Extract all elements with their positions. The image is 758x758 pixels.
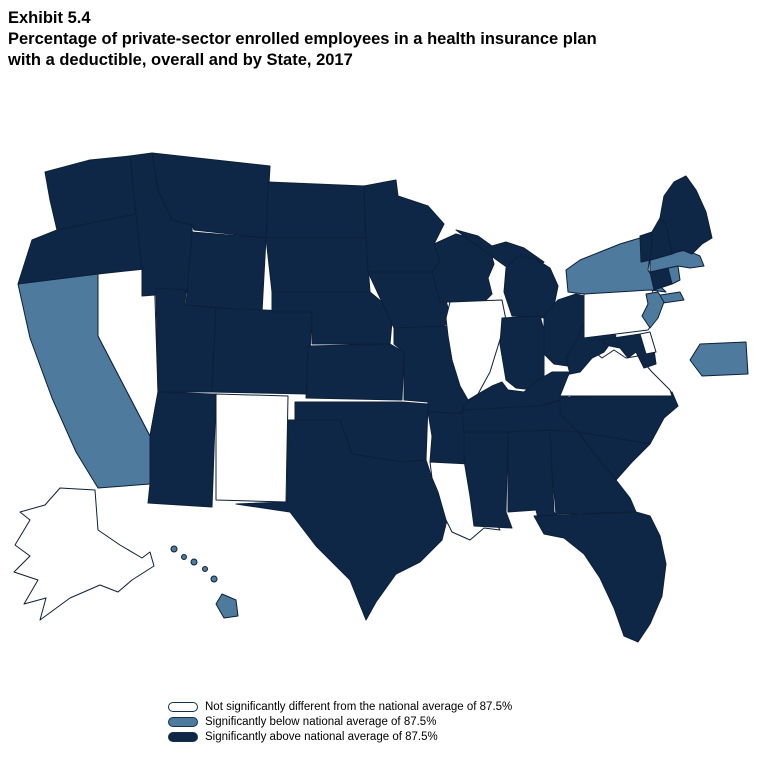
state-nj bbox=[641, 291, 665, 329]
legend-label-above: Significantly above national average of … bbox=[205, 731, 438, 743]
state-tx bbox=[235, 419, 449, 621]
exhibit-title-line-2: with a deductible, overall and by State,… bbox=[8, 51, 353, 70]
state-hi-island-2 bbox=[181, 554, 187, 560]
state-in bbox=[499, 315, 545, 391]
state-nm bbox=[215, 393, 289, 503]
legend-label-below: Significantly below national average of … bbox=[205, 716, 437, 728]
legend-swatch-above bbox=[168, 732, 198, 742]
map-legend: Not significantly different from the nat… bbox=[168, 701, 512, 743]
state-wy bbox=[185, 231, 267, 313]
state-il bbox=[445, 299, 507, 401]
state-mi-lower bbox=[503, 255, 559, 319]
state-fl bbox=[533, 511, 667, 643]
state-ak bbox=[13, 487, 155, 621]
state-hi-island-5 bbox=[210, 575, 218, 583]
legend-row-not-different: Not significantly different from the nat… bbox=[168, 701, 512, 713]
exhibit-number: Exhibit 5.4 bbox=[8, 9, 91, 27]
exhibit-title-line-1: Percentage of private-sector enrolled em… bbox=[8, 30, 597, 49]
state-hi-island-3 bbox=[190, 558, 198, 566]
state-hi-island-1 bbox=[170, 545, 178, 553]
state-nc bbox=[559, 391, 679, 445]
state-mt bbox=[151, 152, 271, 239]
legend-swatch-below bbox=[168, 717, 198, 727]
state-mn bbox=[363, 179, 445, 273]
state-sd bbox=[265, 237, 371, 293]
state-az bbox=[147, 391, 217, 508]
state-nd bbox=[265, 181, 367, 239]
legend-row-above: Significantly above national average of … bbox=[168, 731, 512, 743]
state-me bbox=[659, 175, 713, 255]
state-vt bbox=[639, 231, 653, 263]
legend-swatch-not-different bbox=[168, 702, 198, 712]
state-hi-big-island bbox=[215, 593, 239, 619]
state-ks bbox=[305, 343, 405, 401]
state-dc-callout bbox=[689, 341, 749, 377]
state-de bbox=[639, 331, 657, 355]
state-sc bbox=[577, 431, 651, 481]
exhibit-title: Exhibit 5.4 Percentage of private-sector… bbox=[8, 8, 750, 71]
state-hi-island-4 bbox=[202, 566, 208, 572]
state-co bbox=[211, 307, 313, 395]
legend-label-not-different: Not significantly different from the nat… bbox=[205, 701, 513, 713]
legend-row-below: Significantly below national average of … bbox=[168, 716, 512, 728]
